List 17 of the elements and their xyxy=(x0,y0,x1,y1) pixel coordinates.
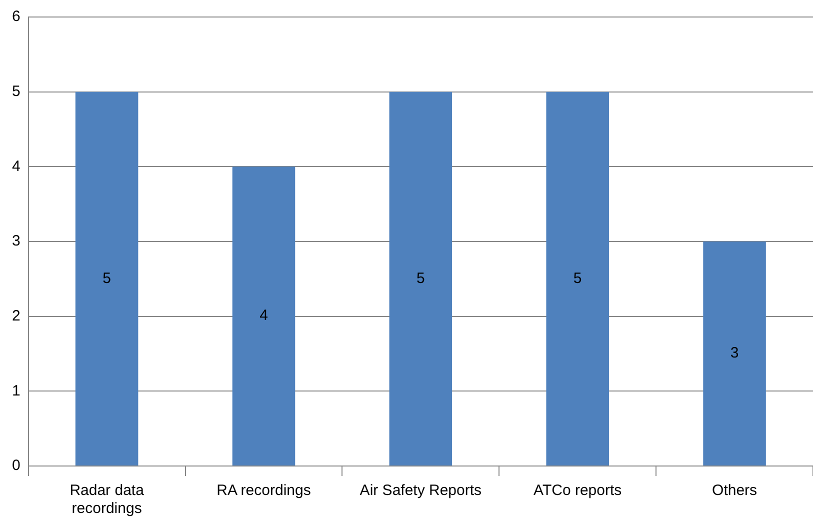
y-tick-label: 6 xyxy=(12,8,20,26)
data-label: 4 xyxy=(260,307,268,324)
x-tick-label: Radar data recordings xyxy=(70,482,145,518)
y-tick-label: 3 xyxy=(12,232,20,250)
y-tick-label: 2 xyxy=(12,307,20,324)
y-tick-label: 4 xyxy=(12,158,20,175)
y-tick-label: 5 xyxy=(12,82,20,100)
x-tick-label: Others xyxy=(712,482,758,500)
x-tick-label: ATCo reports xyxy=(534,482,622,500)
y-tick-label: 1 xyxy=(12,382,20,400)
x-tick-label: RA recordings xyxy=(216,482,311,500)
x-tick-label: Air Safety Reports xyxy=(360,482,482,500)
data-label: 5 xyxy=(102,270,111,287)
data-label: 3 xyxy=(730,344,739,362)
data-label: 5 xyxy=(573,270,582,287)
y-tick-label: 0 xyxy=(12,457,20,474)
data-label: 5 xyxy=(416,270,425,287)
